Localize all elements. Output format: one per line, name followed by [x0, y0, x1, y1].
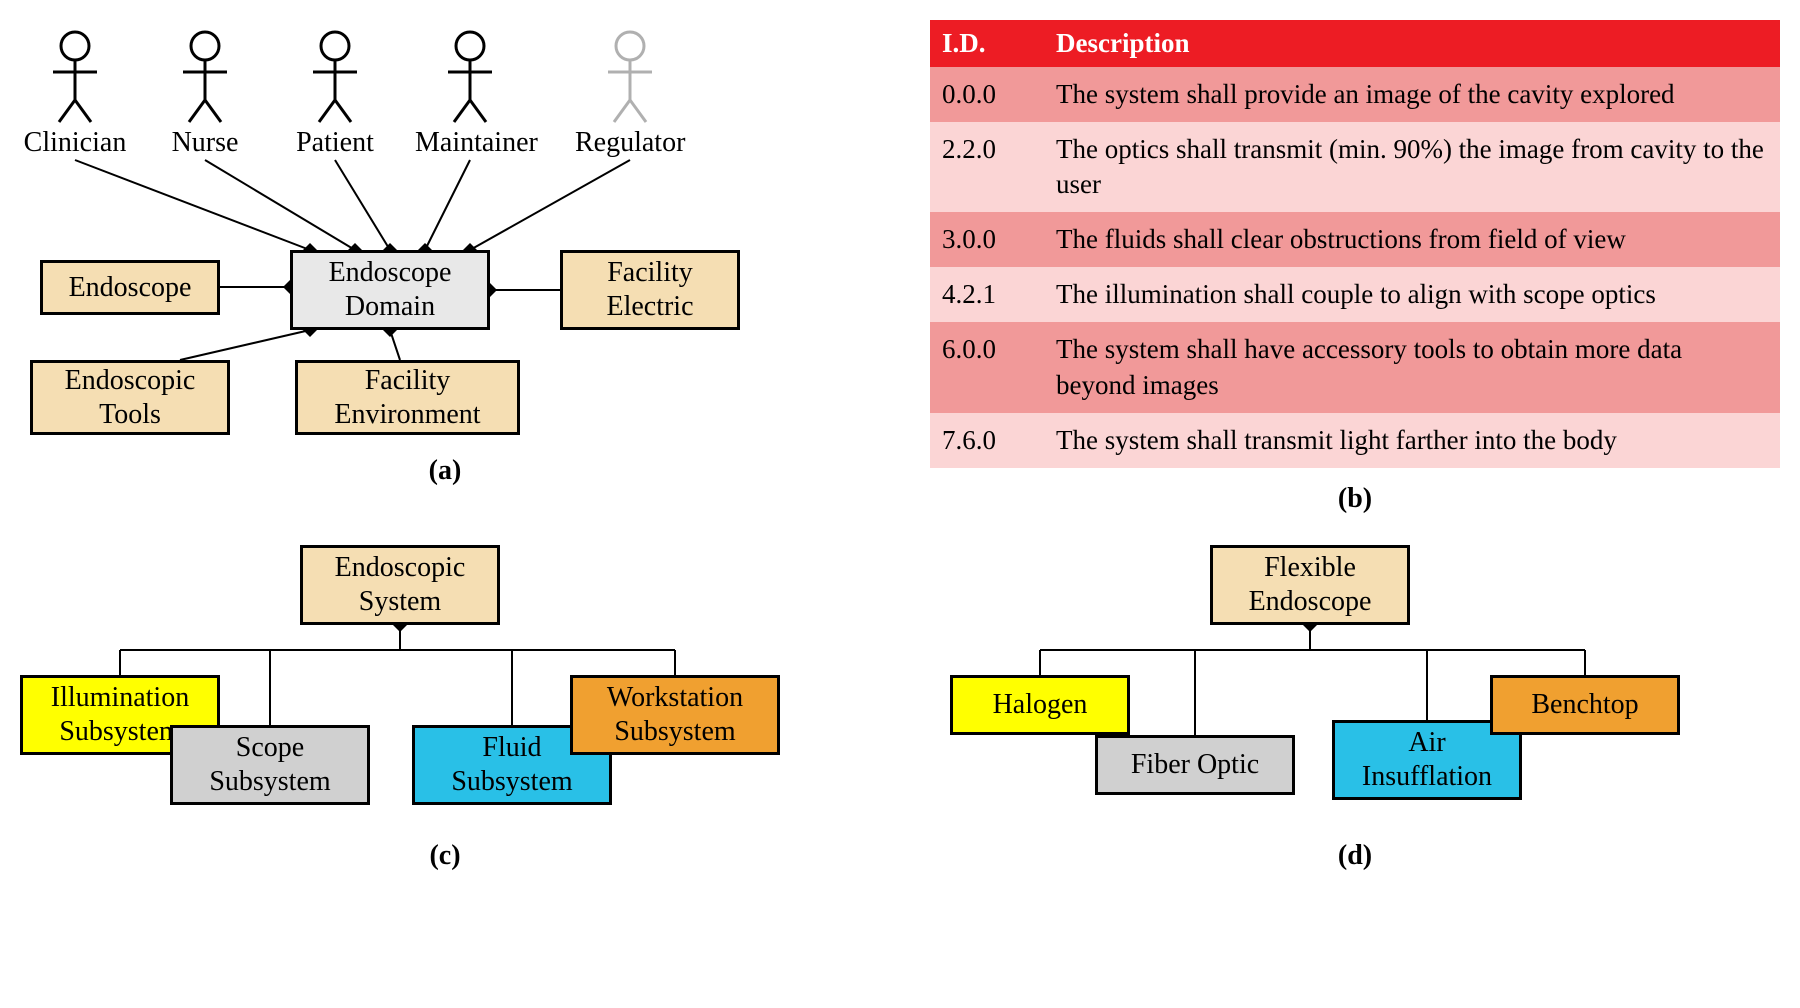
tree-box: EndoscopicSystem	[300, 545, 500, 625]
req-desc: The optics shall transmit (min. 90%) the…	[1044, 122, 1780, 212]
caption-b: (b)	[930, 483, 1780, 515]
panel-a: Clinician Nurse Patient Maintainer Regulator…	[20, 20, 870, 515]
req-desc: The illumination shall couple to align w…	[1044, 267, 1780, 322]
req-id: 4.2.1	[930, 267, 1044, 322]
actor-label: Patient	[280, 127, 390, 159]
req-id: 3.0.0	[930, 212, 1044, 267]
actor-nurse: Nurse	[150, 30, 260, 159]
req-id: 2.2.0	[930, 122, 1044, 212]
tree-box: WorkstationSubsystem	[570, 675, 780, 755]
actor-label: Nurse	[150, 127, 260, 159]
actor-clinician: Clinician	[20, 30, 130, 159]
table-row: 6.0.0The system shall have accessory too…	[930, 322, 1780, 412]
req-desc: The system shall have accessory tools to…	[1044, 322, 1780, 412]
table-header: I.D.	[930, 20, 1044, 67]
tree-box: FlexibleEndoscope	[1210, 545, 1410, 625]
caption-a: (a)	[20, 455, 870, 487]
tree-box: Benchtop	[1490, 675, 1680, 735]
endoscope-domain-box: EndoscopeDomain	[290, 250, 490, 330]
actor-label: Maintainer	[415, 127, 525, 159]
domain-box: FacilityElectric	[560, 250, 740, 330]
table-row: 3.0.0The fluids shall clear obstructions…	[930, 212, 1780, 267]
actor-label: Regulator	[575, 127, 685, 159]
requirements-table: I.D.Description 0.0.0The system shall pr…	[930, 20, 1780, 468]
table-row: 7.6.0The system shall transmit light far…	[930, 413, 1780, 468]
req-desc: The system shall transmit light farther …	[1044, 413, 1780, 468]
req-desc: The system shall provide an image of the…	[1044, 67, 1780, 122]
tree-box: Halogen	[950, 675, 1130, 735]
table-row: 0.0.0The system shall provide an image o…	[930, 67, 1780, 122]
req-id: 6.0.0	[930, 322, 1044, 412]
domain-box: Endoscope	[40, 260, 220, 315]
req-id: 0.0.0	[930, 67, 1044, 122]
actor-regulator: Regulator	[575, 30, 685, 159]
table-row: 2.2.0The optics shall transmit (min. 90%…	[930, 122, 1780, 212]
domain-box: FacilityEnvironment	[295, 360, 520, 435]
actor-patient: Patient	[280, 30, 390, 159]
panel-c: EndoscopicSystemIlluminationSubsystemSco…	[20, 545, 870, 872]
caption-c: (c)	[20, 840, 870, 872]
req-desc: The fluids shall clear obstructions from…	[1044, 212, 1780, 267]
tree-box: Fiber Optic	[1095, 735, 1295, 795]
caption-d: (d)	[930, 840, 1780, 872]
domain-box: EndoscopicTools	[30, 360, 230, 435]
actor-maintainer: Maintainer	[415, 30, 525, 159]
table-header: Description	[1044, 20, 1780, 67]
actor-label: Clinician	[20, 127, 130, 159]
req-id: 7.6.0	[930, 413, 1044, 468]
tree-box: ScopeSubsystem	[170, 725, 370, 805]
panel-b: I.D.Description 0.0.0The system shall pr…	[930, 20, 1780, 515]
panel-d: FlexibleEndoscopeHalogenFiber OpticAirIn…	[930, 545, 1780, 872]
table-row: 4.2.1The illumination shall couple to al…	[930, 267, 1780, 322]
